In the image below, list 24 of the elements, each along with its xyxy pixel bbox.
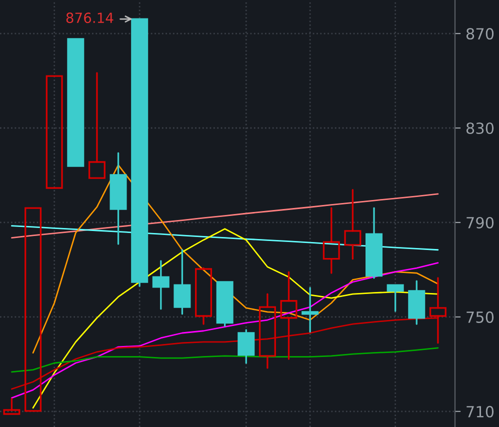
candlestick — [3, 398, 20, 415]
y-tick-label: 830 — [466, 122, 494, 134]
line-series — [32, 228, 439, 409]
candlestick — [88, 72, 106, 179]
candlestick — [366, 207, 383, 279]
y-tick-label: 710 — [466, 406, 494, 418]
candlestick — [152, 260, 170, 310]
candlestick — [386, 284, 404, 312]
line-series — [32, 164, 439, 354]
candlestick — [344, 189, 362, 260]
line-series — [11, 347, 439, 373]
line-series — [11, 193, 439, 239]
candlestick — [67, 38, 84, 167]
y-tick-label: 790 — [466, 216, 494, 228]
candlestick — [322, 207, 340, 274]
line-series — [11, 262, 439, 399]
candlestick — [302, 287, 319, 333]
y-tick-label: 870 — [466, 28, 494, 40]
annotation: 876.14 — [66, 12, 114, 24]
y-tick-label: 750 — [466, 311, 494, 323]
candlestick — [46, 75, 63, 189]
candlestick — [216, 281, 234, 327]
candlestick — [408, 280, 426, 325]
candlestick — [110, 152, 127, 245]
